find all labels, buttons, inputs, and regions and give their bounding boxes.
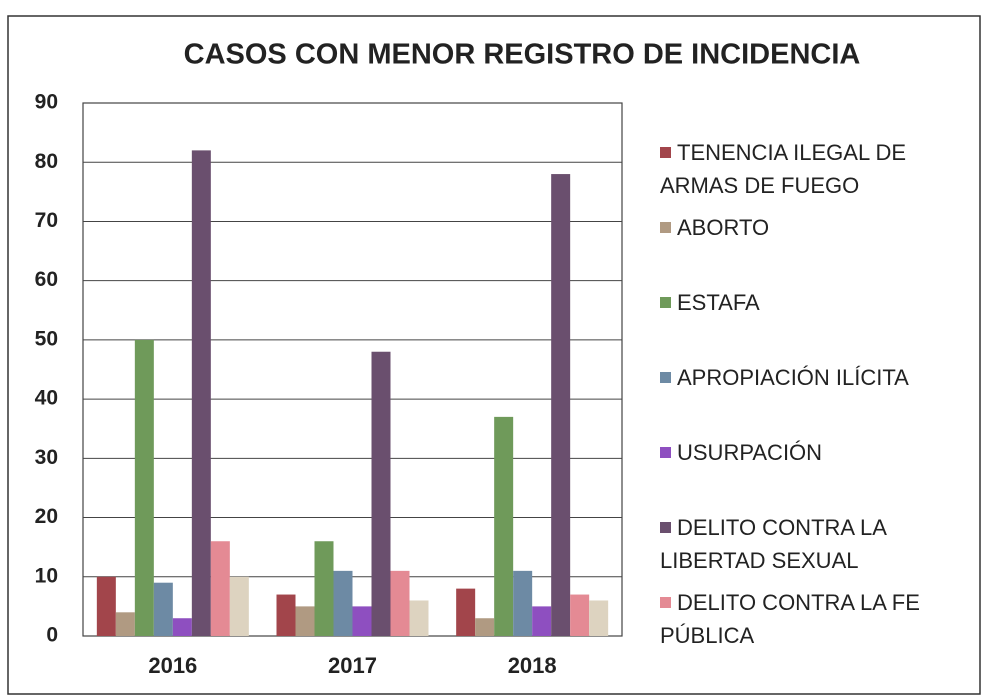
bar (513, 570, 533, 636)
bar (134, 339, 154, 636)
bar (494, 416, 514, 636)
bar (570, 594, 590, 636)
legend-item: ESTAFA (660, 286, 960, 319)
y-tick-label: 10 (35, 564, 58, 587)
bar (276, 594, 296, 636)
legend-label: APROPIACIÓN ILÍCITA (677, 365, 909, 390)
legend-label: ESTAFA (677, 290, 760, 315)
y-tick-label: 90 (35, 91, 58, 114)
legend-item: USURPACIÓN (660, 436, 960, 469)
y-tick-label: 80 (35, 150, 58, 173)
y-tick-label: 40 (35, 387, 58, 410)
bar (295, 606, 315, 636)
y-tick-label: 50 (35, 327, 58, 350)
bar (314, 541, 334, 636)
legend-swatch (660, 447, 671, 458)
legend-swatch (660, 297, 671, 308)
bar (172, 618, 192, 636)
bar (229, 576, 249, 636)
legend-swatch (660, 222, 671, 233)
bar (191, 150, 211, 636)
legend-item: ABORTO (660, 211, 960, 244)
bar (475, 618, 495, 636)
legend-swatch (660, 522, 671, 533)
plot-frame (82, 102, 623, 637)
bar (456, 588, 476, 636)
legend-label: DELITO CONTRA LA LIBERTAD SEXUAL (660, 515, 886, 573)
legend-item: DELITO CONTRA LA FE PÚBLICA (660, 586, 960, 652)
bar (589, 600, 609, 636)
chart-title: CASOS CON MENOR REGISTRO DE INCIDENCIA (184, 39, 861, 71)
legend-label: DELITO CONTRA LA FE PÚBLICA (660, 590, 920, 648)
legend-label: ABORTO (677, 215, 770, 240)
legend-label: USURPACIÓN (677, 440, 823, 465)
frame (7, 15, 981, 695)
bar (210, 541, 230, 636)
bar (96, 576, 116, 636)
legend-label: TENENCIA ILEGAL DE ARMAS DE FUEGO (660, 140, 907, 198)
bar (532, 606, 552, 636)
bar (371, 351, 391, 636)
bar (551, 174, 571, 637)
x-tick-label: 2018 (508, 653, 557, 678)
bar (390, 570, 410, 636)
x-tick-label: 2016 (148, 653, 197, 678)
x-tick-label: 2017 (328, 653, 377, 678)
bar (352, 606, 372, 636)
y-tick-label: 0 (46, 624, 58, 647)
y-tick-label: 70 (35, 209, 58, 232)
y-tick-label: 30 (35, 446, 58, 469)
bar (409, 600, 429, 636)
legend-item: DELITO CONTRA LA LIBERTAD SEXUAL (660, 511, 960, 577)
legend-swatch (660, 372, 671, 383)
y-tick-label: 60 (35, 268, 58, 291)
bar (153, 582, 173, 636)
legend-swatch (660, 147, 671, 158)
bar (115, 612, 135, 636)
y-tick-label: 20 (35, 505, 58, 528)
legend-swatch (660, 597, 671, 608)
bar (333, 570, 353, 636)
legend-item: APROPIACIÓN ILÍCITA (660, 361, 960, 394)
legend-item: TENENCIA ILEGAL DE ARMAS DE FUEGO (660, 136, 960, 202)
